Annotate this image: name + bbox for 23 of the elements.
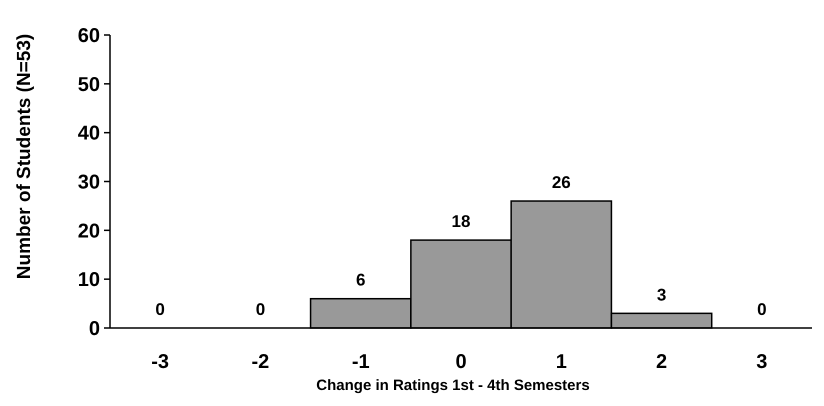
y-tick-label: 50 xyxy=(78,74,100,96)
x-axis-title: Change in Ratings 1st - 4th Semesters xyxy=(316,377,590,394)
y-tick-label: 0 xyxy=(88,318,100,340)
data-label: 3 xyxy=(656,285,666,304)
y-tick-label: 40 xyxy=(78,122,100,145)
x-tick-label: 3 xyxy=(756,351,768,373)
x-tick-label: -1 xyxy=(352,351,370,373)
data-label: 6 xyxy=(356,270,366,290)
x-tick-label: -2 xyxy=(252,351,270,373)
x-tick-label: 1 xyxy=(556,351,567,373)
y-tick-label: 30 xyxy=(78,172,100,194)
x-tick-label: 2 xyxy=(656,351,668,373)
data-label: 0 xyxy=(256,300,266,319)
data-label: 26 xyxy=(552,173,571,192)
y-tick-label: 10 xyxy=(78,269,100,292)
x-tick-label: -3 xyxy=(151,351,170,373)
data-label: 0 xyxy=(757,300,767,319)
y-tick-label: 20 xyxy=(78,220,100,242)
data-label: 18 xyxy=(452,212,470,232)
x-tick-label: 0 xyxy=(455,351,467,373)
y-tick-label: 60 xyxy=(78,25,100,47)
y-axis-title: Number of Students (N=53) xyxy=(14,34,35,280)
data-label: 0 xyxy=(155,300,165,319)
